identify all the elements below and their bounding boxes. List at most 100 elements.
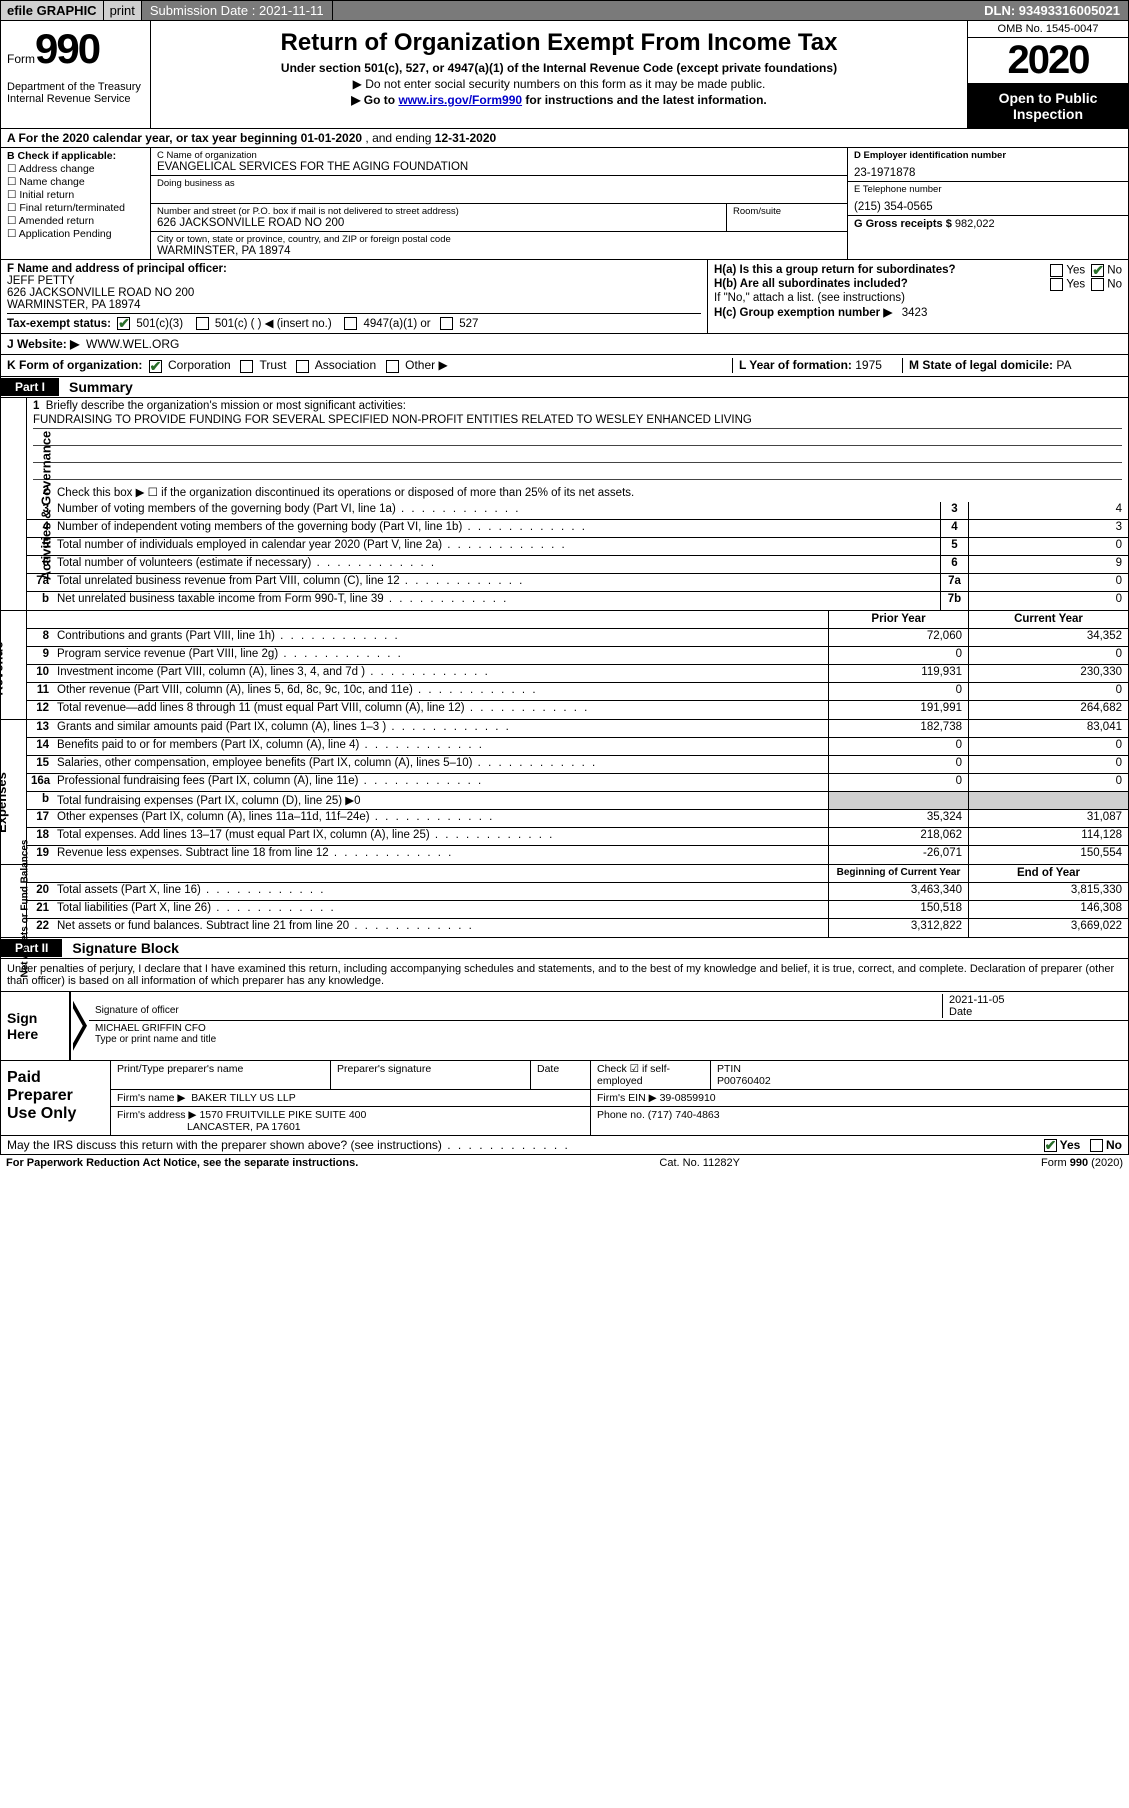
gov-row-7a: 7a Total unrelated business revenue from… bbox=[27, 574, 1128, 592]
row-8: 8 Contributions and grants (Part VIII, l… bbox=[27, 629, 1128, 647]
city-block: City or town, state or province, country… bbox=[151, 232, 847, 259]
header: Form990 Department of the Treasury Inter… bbox=[0, 21, 1129, 129]
ptin: P00760402 bbox=[717, 1075, 771, 1087]
discuss-no[interactable] bbox=[1090, 1139, 1103, 1152]
sign-date: 2021-11-05 bbox=[949, 994, 1004, 1006]
gov-row-5: 5 Total number of individuals employed i… bbox=[27, 538, 1128, 556]
ein: 23-1971878 bbox=[854, 167, 1122, 179]
sign-block: Sign Here Signature of officer 2021-11-0… bbox=[0, 992, 1129, 1061]
part-ii-title: Signature Block bbox=[62, 938, 189, 958]
tel-block: E Telephone number (215) 354-0565 bbox=[848, 182, 1128, 216]
line-a: A For the 2020 calendar year, or tax yea… bbox=[0, 129, 1129, 148]
chk-4947[interactable] bbox=[344, 317, 357, 330]
footer: For Paperwork Reduction Act Notice, see … bbox=[0, 1155, 1129, 1171]
print-button[interactable]: print bbox=[104, 1, 142, 20]
dba-block: Doing business as bbox=[151, 176, 847, 204]
officer-signature-name: MICHAEL GRIFFIN CFO bbox=[95, 1023, 206, 1034]
part-i-header: Part I Summary bbox=[0, 377, 1129, 398]
org-name: EVANGELICAL SERVICES FOR THE AGING FOUND… bbox=[157, 161, 841, 173]
discuss-row: May the IRS discuss this return with the… bbox=[0, 1136, 1129, 1155]
chk-initial[interactable]: ☐ Initial return bbox=[7, 189, 144, 201]
col-c: C Name of organization EVANGELICAL SERVI… bbox=[151, 148, 848, 259]
form-number: 990 bbox=[35, 25, 99, 72]
hb-no[interactable] bbox=[1091, 278, 1104, 291]
open-public: Open to Public Inspection bbox=[968, 84, 1128, 128]
firm-ein: 39-0859910 bbox=[660, 1092, 716, 1104]
tax-year: 2020 bbox=[968, 38, 1128, 84]
hdr-current: Current Year bbox=[968, 611, 1128, 628]
chk-final[interactable]: ☐ Final return/terminated bbox=[7, 202, 144, 214]
city-state-zip: WARMINSTER, PA 18974 bbox=[157, 245, 841, 257]
expenses-section: Expenses 13 Grants and similar amounts p… bbox=[0, 719, 1129, 864]
preparer-label: Paid Preparer Use Only bbox=[1, 1061, 111, 1135]
efile-button[interactable]: efile GRAPHIC bbox=[1, 1, 104, 20]
form-ref: Form 990 (2020) bbox=[1041, 1157, 1123, 1169]
department: Department of the Treasury Internal Reve… bbox=[7, 81, 144, 105]
street-address: 626 JACKSONVILLE ROAD NO 200 bbox=[157, 217, 720, 229]
form-word: Form bbox=[7, 52, 35, 66]
col-b: B Check if applicable: ☐ Address change … bbox=[1, 148, 151, 259]
firm-city: LANCASTER, PA 17601 bbox=[187, 1121, 301, 1133]
entity-grid: B Check if applicable: ☐ Address change … bbox=[0, 148, 1129, 259]
gov-row-b: b Net unrelated business taxable income … bbox=[27, 592, 1128, 610]
chk-501c[interactable] bbox=[196, 317, 209, 330]
mission-text: FUNDRAISING TO PROVIDE FUNDING FOR SEVER… bbox=[33, 414, 1122, 429]
discuss-yes[interactable] bbox=[1044, 1139, 1057, 1152]
row-14: 14 Benefits paid to or for members (Part… bbox=[27, 738, 1128, 756]
row-19: 19 Revenue less expenses. Subtract line … bbox=[27, 846, 1128, 864]
col-d: D Employer identification number 23-1971… bbox=[848, 148, 1128, 259]
revenue-section: Revenue b Prior Year Current Year 8 Cont… bbox=[0, 610, 1129, 719]
org-name-block: C Name of organization EVANGELICAL SERVI… bbox=[151, 148, 847, 176]
side-net: Net Assets or Fund Balances bbox=[1, 865, 27, 937]
row-j: J Website: ▶ WWW.WEL.ORG bbox=[0, 333, 1129, 354]
row-b: b Total fundraising expenses (Part IX, c… bbox=[27, 792, 1128, 810]
row-20: 20 Total assets (Part X, line 16) 3,463,… bbox=[27, 883, 1128, 901]
header-left: Form990 Department of the Treasury Inter… bbox=[1, 21, 151, 128]
self-employed-check[interactable]: Check ☑ if self-employed bbox=[591, 1061, 711, 1089]
ha-no[interactable] bbox=[1091, 264, 1104, 277]
row-11: 11 Other revenue (Part VIII, column (A),… bbox=[27, 683, 1128, 701]
chk-assoc[interactable] bbox=[296, 360, 309, 373]
hdr-prior: Prior Year bbox=[828, 611, 968, 628]
year-formation: 1975 bbox=[855, 358, 882, 372]
row-16a: 16a Professional fundraising fees (Part … bbox=[27, 774, 1128, 792]
website: WWW.WEL.ORG bbox=[86, 337, 179, 351]
row-10: 10 Investment income (Part VIII, column … bbox=[27, 665, 1128, 683]
topbar: efile GRAPHIC print Submission Date : 20… bbox=[0, 0, 1129, 21]
hb-yes[interactable] bbox=[1050, 278, 1063, 291]
gov-row-6: 6 Total number of volunteers (estimate i… bbox=[27, 556, 1128, 574]
col-b-header: B Check if applicable: bbox=[7, 150, 116, 162]
side-revenue: Revenue bbox=[1, 611, 27, 719]
chk-527[interactable] bbox=[440, 317, 453, 330]
chk-other[interactable] bbox=[386, 360, 399, 373]
gov-row-4: 4 Number of independent voting members o… bbox=[27, 520, 1128, 538]
firm-phone: (717) 740-4863 bbox=[648, 1109, 720, 1121]
chk-trust[interactable] bbox=[240, 360, 253, 373]
subtitle-3: ▶ Go to www.irs.gov/Form990 for instruct… bbox=[157, 93, 961, 107]
ein-block: D Employer identification number 23-1971… bbox=[848, 148, 1128, 182]
row-18: 18 Total expenses. Add lines 13–17 (must… bbox=[27, 828, 1128, 846]
row-fgh: F Name and address of principal officer:… bbox=[0, 259, 1129, 333]
dln: DLN: 93493316005021 bbox=[976, 1, 1128, 20]
paperwork-notice: For Paperwork Reduction Act Notice, see … bbox=[6, 1157, 358, 1169]
firm-name: BAKER TILLY US LLP bbox=[191, 1092, 295, 1104]
chk-amended[interactable]: ☐ Amended return bbox=[7, 215, 144, 227]
hdr-beginning: Beginning of Current Year bbox=[828, 865, 968, 882]
part-i-tag: Part I bbox=[1, 378, 59, 396]
gross-block: G Gross receipts $ 982,022 bbox=[848, 216, 1128, 232]
row-k: K Form of organization: Corporation Trus… bbox=[0, 354, 1129, 376]
irs-link[interactable]: www.irs.gov/Form990 bbox=[398, 93, 522, 107]
chk-corp[interactable] bbox=[149, 360, 162, 373]
chk-501c3[interactable] bbox=[117, 317, 130, 330]
sign-label: Sign Here bbox=[1, 992, 71, 1060]
chk-pending[interactable]: ☐ Application Pending bbox=[7, 228, 144, 240]
part-ii-tag: Part II bbox=[1, 939, 62, 957]
chk-name[interactable]: ☐ Name change bbox=[7, 176, 144, 188]
chk-address[interactable]: ☐ Address change bbox=[7, 163, 144, 175]
officer-name: JEFF PETTY bbox=[7, 275, 75, 287]
row-i-label: Tax-exempt status: bbox=[7, 318, 111, 330]
subtitle-2: ▶ Do not enter social security numbers o… bbox=[157, 77, 961, 91]
gov-row-3: 3 Number of voting members of the govern… bbox=[27, 502, 1128, 520]
ha-yes[interactable] bbox=[1050, 264, 1063, 277]
addr-block: Number and street (or P.O. box if mail i… bbox=[151, 204, 847, 232]
